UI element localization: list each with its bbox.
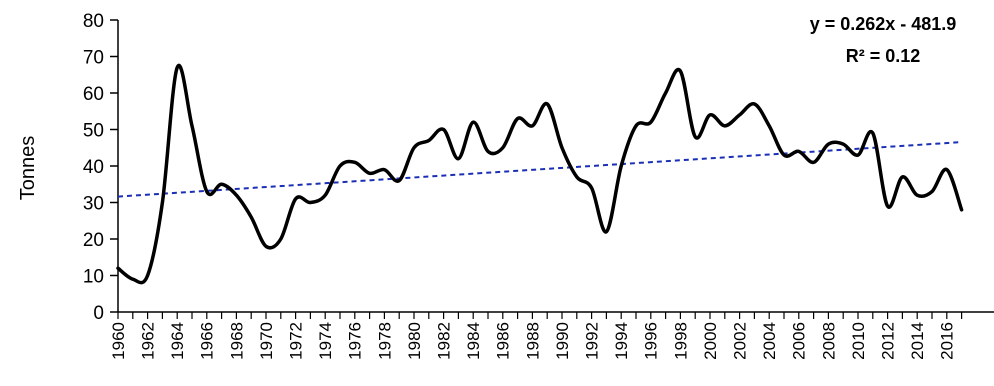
x-tick-label: 1984 [464, 322, 483, 360]
x-tick-label: 1996 [642, 322, 661, 360]
y-axis: 0 10 20 30 40 50 60 70 80 [83, 11, 119, 324]
y-tick-label: 50 [83, 121, 104, 142]
x-tick-label: 2014 [908, 322, 927, 360]
x-tick-label: 1966 [198, 322, 217, 360]
x-axis: 1960 1962 1964 1966 1968 1970 1972 1974 1976 1978… [109, 311, 994, 360]
y-tick-label: 10 [83, 267, 104, 288]
y-tick-label: 30 [83, 194, 104, 215]
x-tick-label: 1978 [375, 322, 394, 360]
x-tick-label: 1960 [109, 322, 128, 360]
x-tick-label: 2016 [938, 322, 957, 360]
equation-annotation: y = 0.262x - 481.9 [810, 14, 957, 34]
x-tick-label: 2010 [849, 322, 868, 360]
x-tick-label: 1986 [494, 322, 513, 360]
y-tick-label: 20 [83, 230, 104, 251]
x-tick-label: 2004 [760, 322, 779, 360]
r-squared-annotation: R² = 0.12 [846, 46, 921, 66]
x-tick-label: 1970 [257, 322, 276, 360]
series-path [116, 63, 964, 285]
x-tick-label: 1976 [346, 322, 365, 360]
y-tick-label: 60 [83, 84, 104, 105]
x-tick-label: 1962 [139, 322, 158, 360]
x-tick-label: 1972 [287, 322, 306, 360]
y-tick-label: 70 [83, 48, 104, 69]
y-tick-label: 0 [93, 303, 104, 324]
x-tick-label: 1990 [553, 322, 572, 360]
y-tick-label: 80 [83, 11, 104, 32]
x-tick-label: 1988 [523, 322, 542, 360]
trendline [117, 141, 962, 198]
x-tick-label: 1994 [612, 322, 631, 360]
x-tick-label: 1992 [583, 322, 602, 360]
x-tick-label: 2008 [819, 322, 838, 360]
x-tick-label: 1974 [316, 322, 335, 360]
x-tick-label: 2000 [701, 322, 720, 360]
series-line [116, 63, 964, 285]
x-tick-label: 1998 [671, 322, 690, 360]
x-tick-label: 1982 [435, 322, 454, 360]
trendline-path [117, 141, 962, 198]
x-tick-label: 1968 [227, 322, 246, 360]
x-tick-label: 2006 [790, 322, 809, 360]
y-axis-title: Tonnes [17, 136, 39, 201]
x-tick-label: 2012 [879, 322, 898, 360]
x-tick-label: 2002 [731, 322, 750, 360]
x-tick-label: 1980 [405, 322, 424, 360]
x-tick-label: 1964 [168, 322, 187, 360]
y-tick-label: 40 [83, 157, 104, 178]
